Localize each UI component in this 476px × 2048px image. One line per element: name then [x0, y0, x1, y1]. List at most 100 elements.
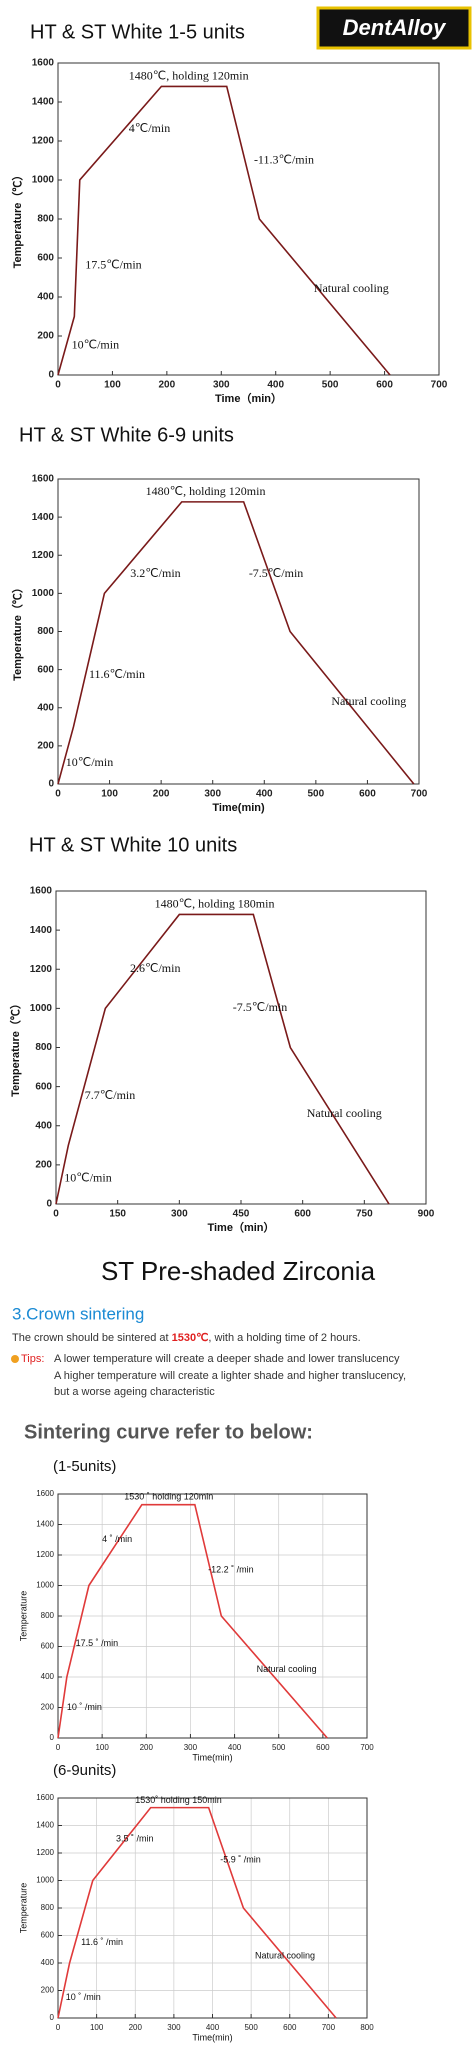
y-tick-label: 1200	[36, 1550, 54, 1559]
y-tick-label: 1400	[30, 925, 53, 936]
x-axis-label: Time(min)	[192, 2032, 232, 2042]
temperature-curve	[57, 501, 415, 785]
y-tick-label: 400	[37, 702, 54, 713]
y-tick-label: 600	[37, 664, 54, 675]
y-tick-label: 1600	[36, 1489, 54, 1498]
x-tick-label: 100	[90, 2023, 104, 2032]
annotation: 10 ˚ /min	[66, 1992, 101, 2002]
x-tick-label: 700	[431, 380, 448, 391]
y-tick-label: 600	[41, 1931, 55, 1940]
x-tick-label: 100	[104, 380, 121, 391]
y-tick-label: 600	[41, 1642, 55, 1651]
annotation: 11.6℃/min	[89, 667, 145, 681]
plot-frame	[57, 1797, 368, 2019]
y-tick-label: 0	[50, 2013, 55, 2022]
x-tick-label: 400	[228, 1743, 242, 1752]
y-tick-label: 800	[37, 626, 54, 637]
x-tick-label: 300	[184, 1743, 198, 1752]
y-tick-label: 600	[35, 1081, 52, 1092]
doc-heading: ST Pre-shaded Zirconia	[101, 1256, 376, 1286]
x-tick-label: 100	[101, 789, 118, 800]
chart-title: HT & ST White 1-5 units	[30, 21, 245, 43]
x-tick-label: 600	[316, 1743, 330, 1752]
tip-line: A lower temperature will create a deeper…	[54, 1353, 400, 1365]
x-tick-label: 700	[411, 789, 428, 800]
annotation: -7.5℃/min	[233, 1000, 287, 1014]
x-tick-label: 0	[55, 789, 61, 800]
x-tick-label: 0	[53, 1209, 59, 1220]
annotation: -12.2 ˚ /min	[208, 1565, 254, 1575]
y-tick-label: 1200	[32, 136, 55, 147]
annotation: Natural cooling	[331, 694, 406, 708]
x-tick-label: 500	[244, 2023, 258, 2032]
x-tick-label: 0	[56, 1743, 61, 1752]
y-tick-label: 600	[37, 253, 54, 264]
annotation: 10℃/min	[72, 338, 119, 352]
annotation: 10℃/min	[66, 755, 113, 769]
intro-text: The crown should be sintered at	[12, 1332, 172, 1344]
x-tick-label: 700	[360, 1743, 374, 1752]
annotation: 7.7℃/min	[85, 1088, 135, 1102]
annotation: 1480℃, holding 120min	[129, 68, 249, 82]
annotation: -5.9 ˚ /min	[220, 1854, 261, 1864]
chart-title: (6-9units)	[53, 1762, 116, 1779]
annotation: 11.6 ˚ /min	[81, 1937, 123, 1947]
temperature-curve	[55, 913, 390, 1205]
annotation: 3.5 ˚ /min	[116, 1834, 154, 1844]
annotation: 17.5℃/min	[85, 258, 141, 272]
plot-frame	[57, 1493, 368, 1739]
x-tick-label: 300	[204, 789, 221, 800]
y-tick-label: 200	[41, 1986, 55, 1995]
y-tick-label: 200	[41, 1703, 55, 1712]
x-tick-label: 400	[206, 2023, 220, 2032]
x-tick-label: 300	[167, 2023, 181, 2032]
annotation: 4 ˚ /min	[102, 1534, 132, 1544]
y-axis-label: Temperature（℃）	[9, 998, 22, 1097]
y-axis-label: Temperature（℃）	[11, 582, 24, 681]
temperature-curve	[57, 85, 391, 376]
logo: DentAlloy	[343, 15, 447, 40]
tips-icon	[11, 1355, 19, 1363]
y-tick-label: 1400	[36, 1520, 54, 1529]
y-tick-label: 0	[48, 779, 54, 790]
annotation: Natural cooling	[257, 1664, 317, 1674]
annotation: 2.6℃/min	[130, 961, 180, 975]
y-tick-label: 400	[35, 1120, 52, 1131]
tips-label: Tips:	[21, 1353, 44, 1365]
annotation: 3.2℃/min	[130, 566, 180, 580]
annotation: 10℃/min	[64, 1170, 111, 1184]
annotation: -11.3℃/min	[254, 152, 314, 166]
annotation: 10 ˚ /min	[67, 1702, 102, 1712]
annotation: 1480℃, holding 120min	[146, 484, 266, 498]
annotation: 4℃/min	[129, 121, 170, 135]
y-axis-label: Temperature	[18, 1883, 28, 1934]
x-tick-label: 500	[272, 1743, 286, 1752]
y-tick-label: 1400	[36, 1821, 54, 1830]
y-tick-label: 1000	[36, 1876, 54, 1885]
y-tick-label: 0	[48, 370, 54, 381]
y-tick-label: 1600	[36, 1793, 54, 1802]
chart-title: (1-5units)	[53, 1458, 116, 1475]
annotation: Natural cooling	[307, 1106, 382, 1120]
temperature-curve	[57, 1503, 328, 1739]
plot-frame	[57, 62, 440, 376]
y-tick-label: 1000	[32, 588, 55, 599]
x-tick-label: 0	[56, 2023, 61, 2032]
x-tick-label: 800	[360, 2023, 374, 2032]
y-tick-label: 0	[50, 1733, 55, 1742]
y-axis-label: Temperature	[18, 1591, 28, 1642]
y-tick-label: 200	[37, 331, 54, 342]
intro-text: , with a holding time of 2 hours.	[208, 1332, 360, 1344]
tip-line: A higher temperature will create a light…	[54, 1370, 406, 1382]
y-tick-label: 1600	[30, 886, 53, 897]
y-tick-label: 800	[41, 1903, 55, 1912]
x-tick-label: 200	[129, 2023, 143, 2032]
intro-highlight: 1530℃	[172, 1332, 209, 1344]
y-tick-label: 1200	[36, 1848, 54, 1857]
x-tick-label: 150	[109, 1209, 126, 1220]
plot-frame	[57, 478, 420, 785]
x-tick-label: 500	[308, 789, 325, 800]
y-tick-label: 200	[37, 741, 54, 752]
